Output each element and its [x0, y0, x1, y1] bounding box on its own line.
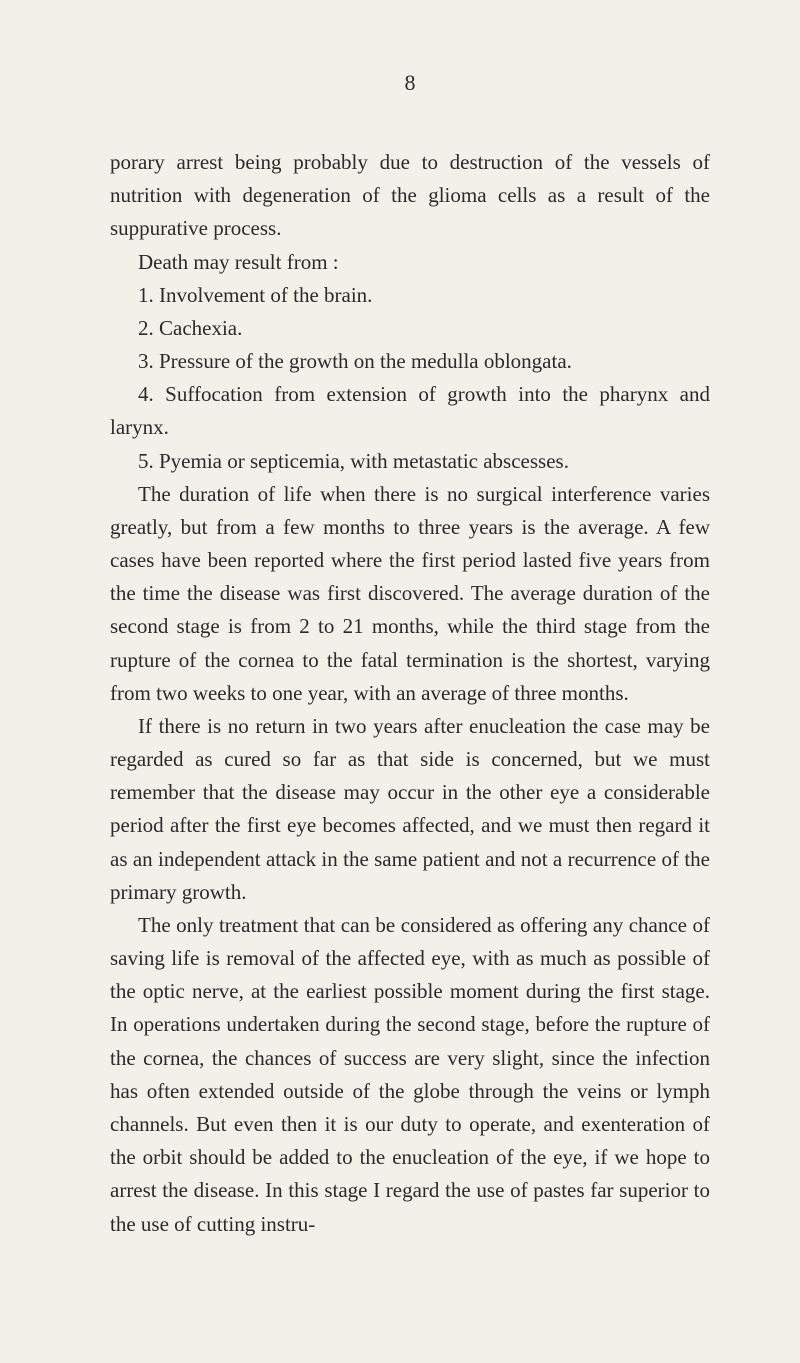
- paragraph: porary arrest being probably due to dest…: [110, 146, 710, 246]
- paragraph: If there is no return in two years after…: [110, 710, 710, 909]
- list-item: 3. Pressure of the growth on the medulla…: [110, 345, 710, 378]
- page-number: 8: [110, 70, 710, 96]
- paragraph: Death may result from :: [110, 246, 710, 279]
- list-item: 5. Pyemia or septicemia, with metastatic…: [110, 445, 710, 478]
- document-body: porary arrest being probably due to dest…: [110, 146, 710, 1241]
- list-item: 2. Cachexia.: [110, 312, 710, 345]
- list-item: 4. Suffocation from extension of growth …: [110, 378, 710, 444]
- paragraph: The only treatment that can be considere…: [110, 909, 710, 1241]
- list-item: 1. Involvement of the brain.: [110, 279, 710, 312]
- paragraph: The duration of life when there is no su…: [110, 478, 710, 710]
